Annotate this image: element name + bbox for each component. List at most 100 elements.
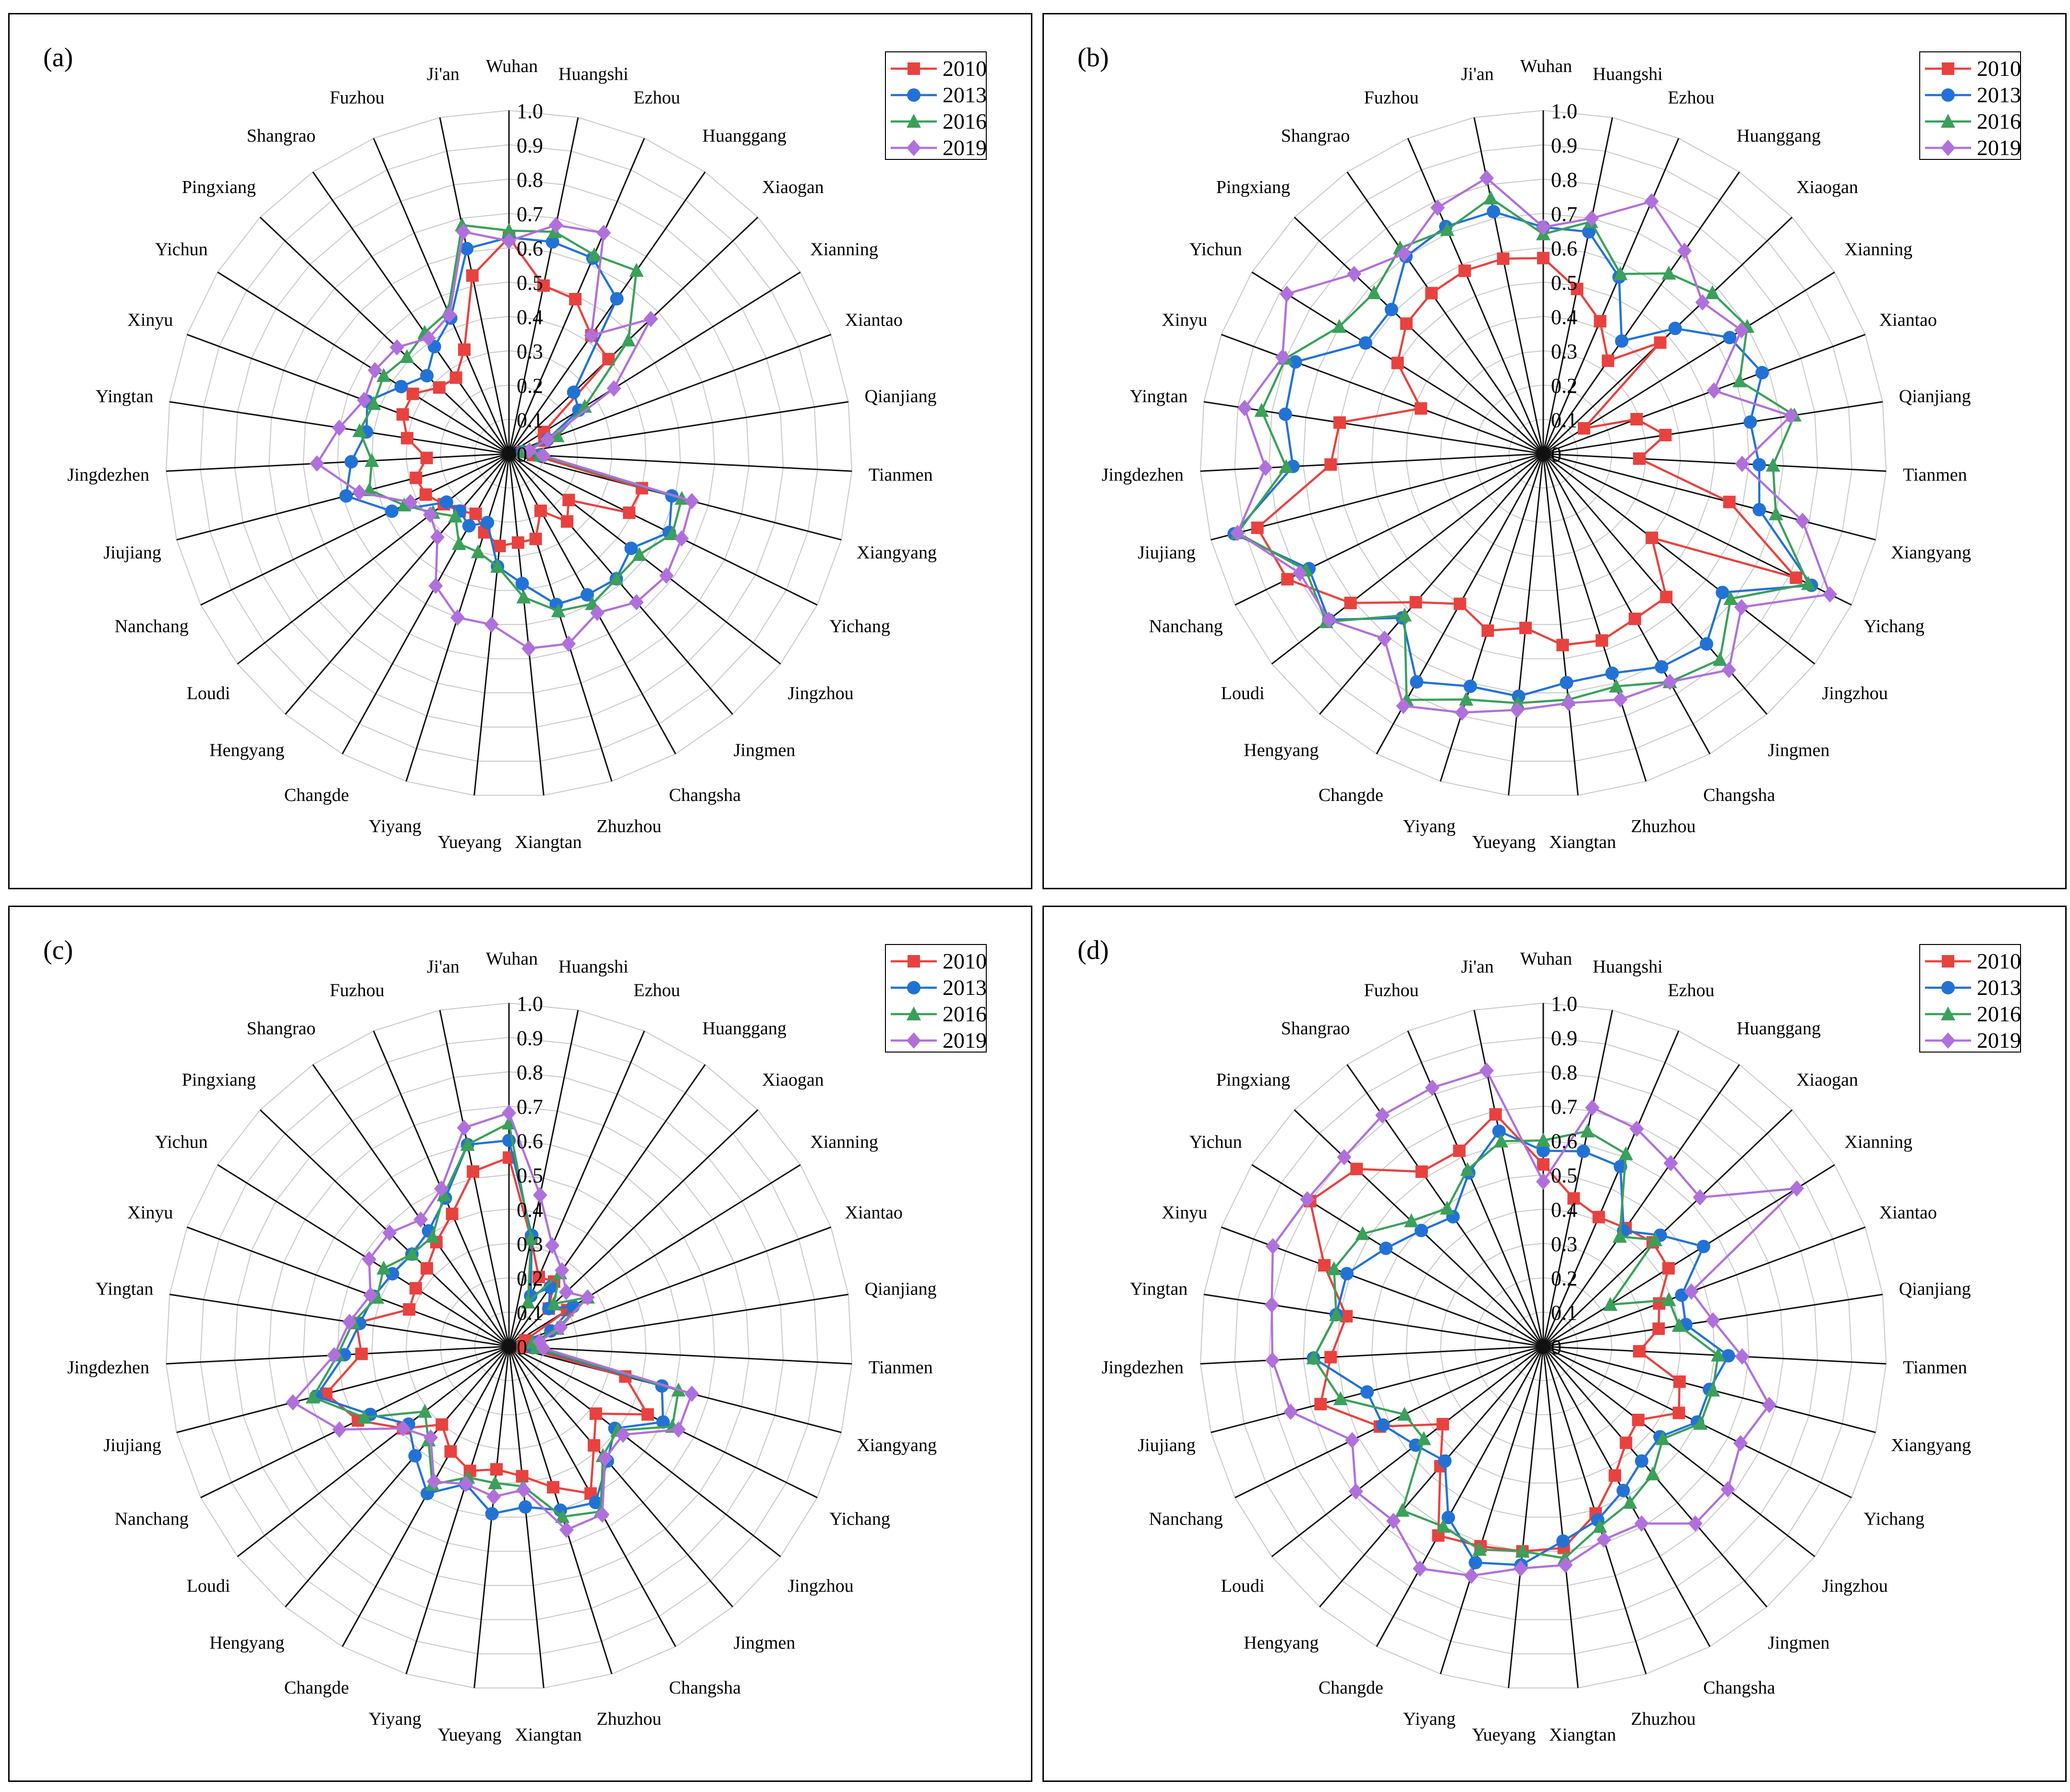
point-2019 <box>367 362 382 379</box>
category-label: Yingtan <box>1130 386 1187 406</box>
grid-ring <box>1474 1277 1612 1416</box>
point-2016 <box>352 423 367 437</box>
point-2010 <box>1344 596 1357 609</box>
tick-label: 0.8 <box>517 1061 543 1084</box>
point-2019 <box>1479 170 1494 186</box>
point-2019 <box>1348 1483 1363 1500</box>
point-2010 <box>1537 252 1549 265</box>
spoke <box>1211 453 1544 541</box>
spoke <box>508 334 832 455</box>
point-2019 <box>423 1429 438 1446</box>
tick-label: 0.3 <box>517 340 543 363</box>
point-2019 <box>580 1289 595 1306</box>
grid-ring <box>165 109 853 796</box>
point-2016 <box>1648 1232 1663 1247</box>
tick-label: 0.7 <box>517 203 543 226</box>
category-label: Jingdezhen <box>1102 465 1184 485</box>
spoke <box>508 401 848 455</box>
point-2016 <box>546 1296 561 1310</box>
legend-item: 2016 <box>1920 108 2021 135</box>
point-2010 <box>1601 354 1614 367</box>
point-2010 <box>403 1303 416 1316</box>
legend-swatch <box>1925 1032 1971 1049</box>
legend-label: 2016 <box>1977 109 2021 133</box>
spoke <box>237 1345 509 1557</box>
point-2010 <box>458 343 471 356</box>
point-2019 <box>1558 1557 1573 1574</box>
category-label: Zhuzhou <box>1631 816 1695 836</box>
category-label: Huanggang <box>1737 126 1821 146</box>
grid <box>165 1002 853 1689</box>
spoke <box>508 1345 781 1557</box>
point-2016 <box>305 1389 320 1404</box>
category-label: Huangshi <box>558 957 629 977</box>
category-label: Xiangtan <box>515 1725 581 1745</box>
category-label: Jiujiang <box>1138 1435 1196 1455</box>
point-2013 <box>1278 407 1292 421</box>
category-label: Loudi <box>1221 683 1265 703</box>
point-2013 <box>1288 355 1302 369</box>
point-2016 <box>490 558 505 573</box>
category-label: Jiujiang <box>1138 543 1196 563</box>
point-2013 <box>1616 1484 1630 1498</box>
point-2010 <box>534 504 547 517</box>
point-2019 <box>1707 382 1721 399</box>
point-2016 <box>665 526 680 540</box>
tick-label: 0 <box>1551 443 1562 466</box>
point-2013 <box>1512 690 1525 703</box>
tick-label: 0.4 <box>517 1198 543 1222</box>
spoke <box>1543 1345 1816 1557</box>
point-2016 <box>1592 1519 1607 1533</box>
point-2019 <box>413 1211 428 1228</box>
grid-ring <box>1234 144 1852 762</box>
point-2016 <box>451 536 466 550</box>
category-label: Xinyu <box>127 310 173 330</box>
point-2019 <box>616 1426 630 1443</box>
point-2016 <box>1436 1519 1451 1533</box>
point-2013 <box>1468 1556 1482 1570</box>
tick-label: 0.6 <box>517 237 543 260</box>
legend-marker <box>1942 62 1954 75</box>
point-2019 <box>1735 456 1750 472</box>
point-2019 <box>1762 1396 1777 1413</box>
category-label: Xiantao <box>845 310 903 330</box>
point-2019 <box>1644 193 1659 210</box>
spoke <box>508 171 706 454</box>
grid-ring <box>1199 109 1887 796</box>
category-label: Changde <box>1319 785 1383 805</box>
category-label: Fuzhou <box>330 981 385 1001</box>
category-label: Pingxiang <box>1216 1070 1290 1090</box>
point-2019 <box>1662 674 1677 690</box>
series-line-2013 <box>1312 1130 1730 1566</box>
legend-item: 2019 <box>1920 1027 2021 1054</box>
point-2016 <box>1395 1502 1410 1517</box>
point-2016 <box>1711 1347 1726 1362</box>
spoke <box>508 1010 579 1347</box>
point-2016 <box>1580 1123 1595 1138</box>
point-2013 <box>1743 415 1757 429</box>
point-2010 <box>1660 591 1673 604</box>
point-2016 <box>502 223 516 237</box>
grid-ring <box>200 1037 818 1655</box>
point-2019 <box>684 493 699 509</box>
category-label: Jingmen <box>1768 740 1830 761</box>
spoke <box>508 453 613 782</box>
spoke <box>1542 171 1740 454</box>
point-2010 <box>1632 1414 1645 1427</box>
point-2019 <box>421 330 436 347</box>
legend-item: 2016 <box>886 108 987 135</box>
point-2013 <box>515 577 529 591</box>
tick-labels: 0 0.1 0.2 0.3 0.4 0.5 0.6 0.7 0.8 0.9 1.0 <box>1551 992 1577 1359</box>
tick-label: 0.7 <box>1551 1095 1577 1119</box>
point-2013 <box>1668 321 1682 335</box>
category-label: Xiantao <box>1879 1203 1937 1223</box>
spoke <box>1440 453 1544 782</box>
point-2019 <box>486 1488 501 1505</box>
tick-label: 0.2 <box>517 1267 543 1290</box>
point-2019 <box>286 1394 301 1411</box>
grid-ring <box>474 1311 544 1381</box>
category-label: Jiujiang <box>104 543 161 563</box>
point-2013 <box>339 489 353 503</box>
legend-label: 2010 <box>1977 949 2021 973</box>
spoke <box>1200 1345 1544 1365</box>
